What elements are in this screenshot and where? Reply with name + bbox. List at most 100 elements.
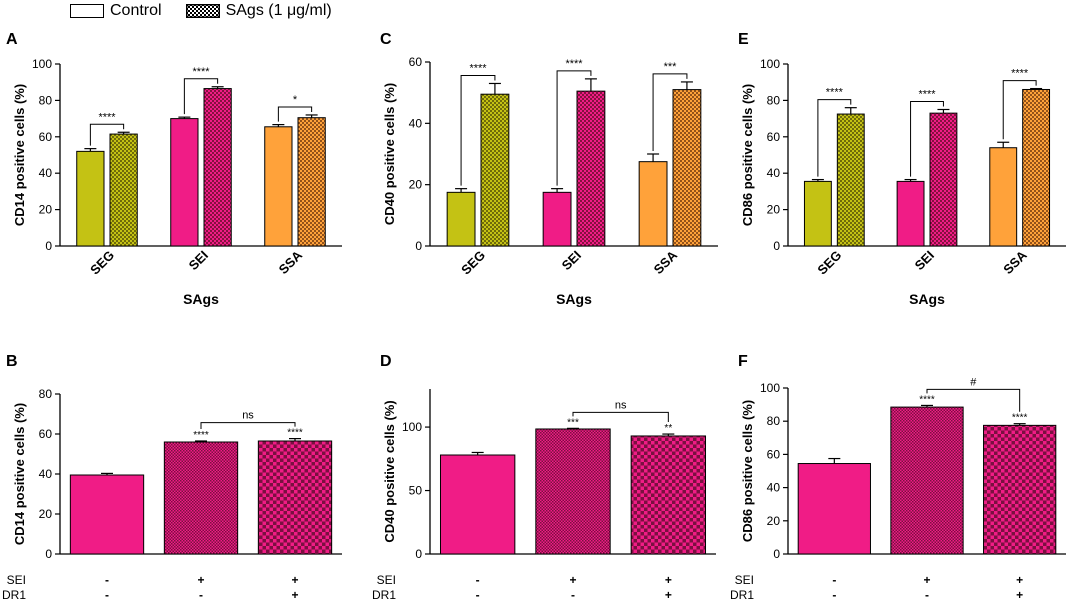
panel-d-sign: + — [569, 573, 576, 587]
panel-e-category-label: SEI — [912, 248, 937, 273]
panel-b-bar-sei — [163, 441, 239, 555]
panel-a-significance: * — [293, 94, 298, 106]
panel-b-ytick-label: 20 — [39, 507, 53, 521]
panel-e-ylabel: CD86 positive cells (%) — [740, 84, 755, 226]
panel-b-row-label: DR1 — [2, 588, 26, 602]
panel-c-significance: *** — [664, 61, 678, 73]
panel-d-ytick-label: 50 — [409, 484, 423, 498]
panel-c-bracket — [556, 70, 592, 186]
panel-e-ytick-label: 20 — [767, 203, 781, 217]
panel-f-sign: + — [1016, 573, 1023, 587]
panel-c-ytick-label: 0 — [415, 239, 422, 253]
panel-a-bracket — [183, 78, 219, 115]
panel-a-ytick-label: 40 — [39, 166, 53, 180]
panel-d-sign: + — [665, 588, 672, 602]
panel-c-category-label: SEG — [458, 248, 488, 278]
legend-control-swatch — [70, 4, 104, 18]
panel-f-ytick-label: 100 — [760, 381, 780, 395]
panel-a-ytick-label: 80 — [39, 93, 53, 107]
panel-d-compare-bracket — [572, 411, 669, 423]
panel-a-bar-sei-control — [170, 118, 199, 247]
panel-b-sign: + — [291, 573, 298, 587]
panel-a-ytick-label: 60 — [39, 130, 53, 144]
legend: Control SAgs (1 μg/ml) — [70, 2, 346, 20]
panel-b-compare-bracket — [200, 422, 296, 429]
panel-a-bar-seg-control — [76, 150, 105, 247]
panel-e-xlabel: SAgs — [909, 291, 945, 307]
panel-b-bar-control — [69, 474, 145, 555]
panel-e-bracket — [817, 99, 852, 177]
panel-a-category-label: SEI — [186, 248, 211, 273]
panel-d-ytick-label: 0 — [415, 547, 422, 561]
panel-b-compare-label: ns — [242, 410, 254, 422]
panel-e-category-label: SEG — [814, 248, 844, 278]
panel-d-bar-label: *** — [567, 417, 579, 428]
panel-f-ytick-label: 60 — [767, 447, 781, 461]
panel-b-bar-sei_dr1 — [257, 440, 333, 555]
legend-control-label: Control — [110, 2, 162, 19]
panel-e-significance: **** — [918, 89, 936, 101]
panel-f-row-label: DR1 — [730, 588, 754, 602]
panel-c-bracket — [652, 73, 688, 151]
panel-d-row-label: SEI — [377, 573, 396, 587]
panel-label-b: B — [6, 353, 18, 370]
panel-b-ylabel: CD14 positive cells (%) — [12, 403, 27, 545]
legend-sags: SAgs (1 μg/ml) — [185, 2, 332, 20]
panel-a-bracket — [277, 106, 313, 122]
panel-d-compare-label: ns — [615, 399, 627, 411]
panel-d-bar-sei — [535, 428, 611, 555]
panel-c-ytick-label: 60 — [409, 55, 423, 69]
panel-e-significance: **** — [826, 87, 844, 99]
panel-b-sign: + — [291, 588, 298, 602]
panel-c-bar-seg-sags — [480, 93, 510, 247]
panel-a-bracket — [89, 123, 125, 146]
panel-f-ytick-label: 20 — [767, 514, 781, 528]
panel-e-ytick-label: 0 — [773, 239, 780, 253]
panel-f-bar-sei_dr1 — [983, 424, 1057, 555]
panel-b-ytick-label: 60 — [39, 427, 53, 441]
panel-c-significance: **** — [469, 62, 487, 74]
panel-e-bar-sei-sags — [929, 112, 958, 247]
panel-f-bar-sei — [890, 406, 964, 555]
panel-d-bar-control — [439, 454, 516, 555]
panel-c-bracket — [460, 74, 496, 186]
panel-c-bar-seg-control — [446, 191, 476, 247]
panel-d-sign: - — [476, 588, 480, 602]
panel-a-xlabel: SAgs — [183, 291, 219, 307]
panel-d-bar-label: ** — [664, 423, 672, 434]
panel-c-bar-ssa-sags — [672, 89, 702, 247]
panel-c-bar-sei-control — [542, 191, 572, 247]
legend-control: Control — [70, 2, 162, 20]
panel-d-sign: - — [476, 573, 480, 587]
panel-c-significance: **** — [565, 58, 583, 70]
panel-c-ytick-label: 40 — [409, 116, 423, 130]
panel-a-category-label: SEG — [87, 248, 117, 278]
panel-b-sign: - — [105, 573, 109, 587]
panel-d-ylabel: CD40 positive cells (%) — [382, 400, 397, 542]
legend-sags-label: SAgs (1 μg/ml) — [225, 2, 332, 19]
panel-d-sign: - — [571, 588, 575, 602]
panel-c-category-label: SEI — [559, 248, 584, 273]
panel-f-compare-bracket — [926, 388, 1021, 412]
panel-e-ytick-label: 40 — [767, 166, 781, 180]
panel-f-ytick-label: 0 — [773, 547, 780, 561]
panel-c-bar-sei-sags — [576, 90, 606, 247]
panel-e-bar-ssa-control — [989, 147, 1018, 247]
panel-c-ylabel: CD40 positive cells (%) — [382, 83, 397, 225]
panel-label-e: E — [738, 31, 749, 48]
panel-b-ytick-label: 80 — [39, 387, 53, 401]
panel-label-d: D — [380, 353, 392, 370]
panel-a-ytick-label: 20 — [39, 203, 53, 217]
panel-label-a: A — [6, 31, 18, 48]
panel-e-category-label: SSA — [1000, 247, 1030, 277]
panel-e-ytick-label: 80 — [767, 93, 781, 107]
panel-e-ytick-label: 60 — [767, 130, 781, 144]
panel-e-ytick-label: 100 — [760, 57, 780, 71]
panel-e-bar-ssa-sags — [1022, 88, 1051, 247]
panel-d-row-label: DR1 — [372, 588, 396, 602]
panel-a-ylabel: CD14 positive cells (%) — [12, 84, 27, 226]
panel-e-bar-seg-sags — [836, 113, 865, 247]
panel-f-bar-control — [797, 463, 871, 555]
panel-f-bar-label: **** — [1012, 413, 1028, 424]
